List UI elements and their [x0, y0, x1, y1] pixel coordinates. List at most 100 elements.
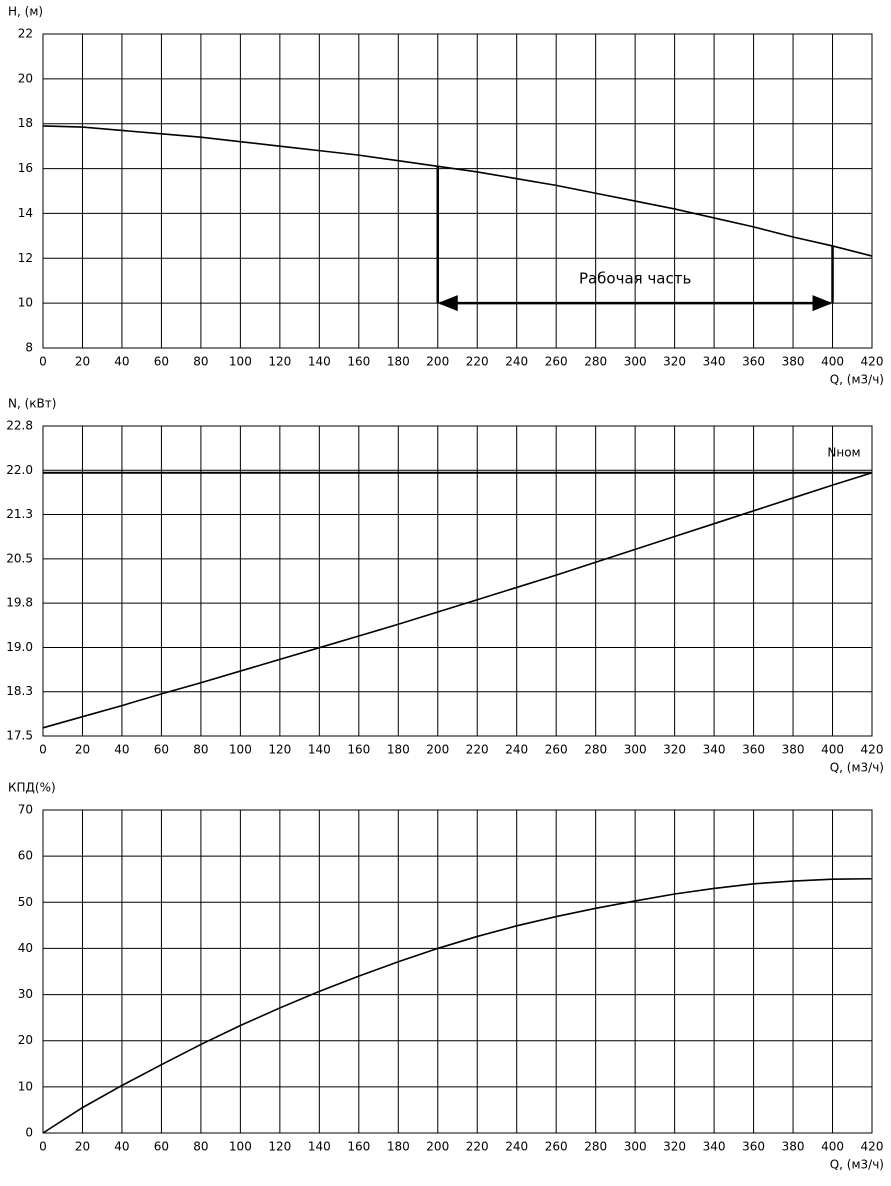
- y-tick-label: 19.8: [6, 596, 33, 610]
- x-tick-label: 20: [75, 1140, 90, 1154]
- x-tick-label: 160: [347, 1140, 370, 1154]
- x-tick-label: 120: [268, 355, 291, 369]
- x-tick-label: 200: [426, 355, 449, 369]
- x-tick-label: 300: [624, 743, 647, 757]
- x-tick-label: 220: [466, 355, 489, 369]
- x-tick-label: 100: [229, 1140, 252, 1154]
- y-tick-label: 21.3: [6, 507, 33, 521]
- x-tick-label: 380: [782, 743, 805, 757]
- y-tick-label: 16: [18, 161, 33, 175]
- y-tick-label: 22.8: [6, 419, 33, 433]
- x-tick-label: 420: [861, 355, 884, 369]
- x-axis-label: Q, (м3/ч): [830, 761, 884, 775]
- x-tick-label: 160: [347, 355, 370, 369]
- y-tick-label: 30: [18, 987, 33, 1001]
- x-tick-label: 180: [387, 743, 410, 757]
- x-tick-label: 100: [229, 355, 252, 369]
- y-tick-label: 40: [18, 941, 33, 955]
- y-tick-label: 17.5: [6, 729, 33, 743]
- x-tick-label: 240: [505, 355, 528, 369]
- x-tick-label: 140: [308, 355, 331, 369]
- x-tick-label: 320: [663, 743, 686, 757]
- x-tick-label: 80: [193, 355, 208, 369]
- x-tick-label: 360: [742, 1140, 765, 1154]
- y-tick-label: 22.0: [6, 463, 33, 477]
- x-tick-label: 0: [39, 355, 47, 369]
- y-axis-label: N, (кВт): [8, 397, 56, 411]
- x-tick-label: 400: [821, 743, 844, 757]
- x-tick-label: 200: [426, 743, 449, 757]
- y-tick-label: 18: [18, 116, 33, 130]
- x-tick-label: 260: [545, 1140, 568, 1154]
- y-tick-label: 22: [18, 27, 33, 41]
- y-tick-label: 70: [18, 803, 33, 817]
- y-tick-label: 8: [25, 341, 33, 355]
- x-tick-label: 260: [545, 743, 568, 757]
- curve: [42, 125, 873, 257]
- x-tick-label: 240: [505, 743, 528, 757]
- y-axis-label: H, (м): [8, 5, 43, 19]
- x-tick-label: 320: [663, 355, 686, 369]
- x-tick-label: 80: [193, 743, 208, 757]
- x-tick-label: 380: [782, 355, 805, 369]
- x-tick-label: 360: [742, 743, 765, 757]
- x-tick-label: 360: [742, 355, 765, 369]
- x-tick-label: 80: [193, 1140, 208, 1154]
- curve: [42, 472, 873, 729]
- x-tick-label: 100: [229, 743, 252, 757]
- y-tick-label: 20.5: [6, 551, 33, 565]
- x-tick-label: 340: [703, 355, 726, 369]
- x-tick-label: 300: [624, 1140, 647, 1154]
- x-axis-label: Q, (м3/ч): [830, 373, 884, 387]
- plot-border: [42, 809, 873, 1134]
- x-tick-label: 40: [114, 355, 129, 369]
- x-tick-label: 160: [347, 743, 370, 757]
- x-tick-label: 260: [545, 355, 568, 369]
- x-tick-label: 380: [782, 1140, 805, 1154]
- x-tick-label: 220: [466, 1140, 489, 1154]
- nominal-label: Nном: [827, 445, 860, 459]
- y-tick-label: 60: [18, 849, 33, 863]
- y-tick-label: 18.3: [6, 684, 33, 698]
- x-tick-label: 180: [387, 1140, 410, 1154]
- x-tick-label: 140: [308, 743, 331, 757]
- x-tick-label: 0: [39, 743, 47, 757]
- curve: [42, 877, 873, 1134]
- x-tick-label: 340: [703, 743, 726, 757]
- y-tick-label: 14: [18, 206, 33, 220]
- x-tick-label: 180: [387, 355, 410, 369]
- x-tick-label: 280: [584, 743, 607, 757]
- x-tick-label: 200: [426, 1140, 449, 1154]
- y-tick-label: 12: [18, 251, 33, 265]
- x-axis-label: Q, (м3/ч): [830, 1158, 884, 1172]
- y-axis-label: КПД(%): [8, 781, 56, 795]
- y-tick-label: 0: [25, 1126, 33, 1140]
- x-tick-label: 20: [75, 743, 90, 757]
- x-tick-label: 280: [584, 1140, 607, 1154]
- y-tick-label: 50: [18, 895, 33, 909]
- x-tick-label: 320: [663, 1140, 686, 1154]
- x-tick-label: 120: [268, 743, 291, 757]
- x-tick-label: 40: [114, 1140, 129, 1154]
- y-tick-label: 19.0: [6, 640, 33, 654]
- plot-border: [42, 33, 873, 349]
- x-tick-label: 240: [505, 1140, 528, 1154]
- x-tick-label: 60: [154, 743, 169, 757]
- x-tick-label: 400: [821, 1140, 844, 1154]
- x-tick-label: 120: [268, 1140, 291, 1154]
- x-tick-label: 140: [308, 1140, 331, 1154]
- annotation-text: Рабочая часть: [579, 270, 691, 288]
- x-tick-label: 300: [624, 355, 647, 369]
- y-tick-label: 10: [18, 296, 33, 310]
- x-tick-label: 420: [861, 1140, 884, 1154]
- x-tick-label: 280: [584, 355, 607, 369]
- x-tick-label: 60: [154, 1140, 169, 1154]
- y-tick-label: 20: [18, 1033, 33, 1047]
- y-tick-label: 10: [18, 1079, 33, 1093]
- x-tick-label: 340: [703, 1140, 726, 1154]
- x-tick-label: 60: [154, 355, 169, 369]
- x-tick-label: 40: [114, 743, 129, 757]
- plot-border: [42, 425, 873, 737]
- x-tick-label: 220: [466, 743, 489, 757]
